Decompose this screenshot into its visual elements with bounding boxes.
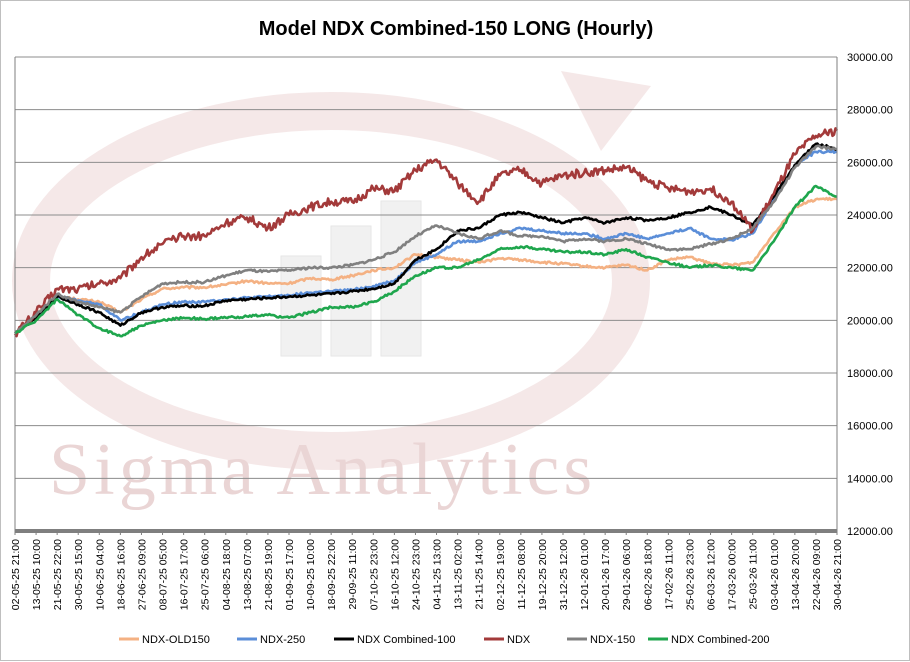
x-tick-label: 29-09-25 11:00 bbox=[347, 539, 359, 610]
x-tick-label: 21-08-25 19:00 bbox=[263, 539, 275, 610]
x-tick-label: 01-09-25 17:00 bbox=[284, 539, 296, 610]
legend-label: NDX-250 bbox=[260, 634, 305, 646]
grid bbox=[15, 56, 837, 532]
x-tick-label: 16-10-25 12:00 bbox=[389, 539, 401, 610]
x-tick-label: 13-04-26 20:00 bbox=[790, 539, 802, 610]
x-tick-label: 02-12-25 19:00 bbox=[495, 539, 507, 610]
x-tick-label: 04-08-25 18:00 bbox=[221, 539, 233, 610]
legend-label: NDX-OLD150 bbox=[142, 634, 210, 646]
series-line-ndx bbox=[13, 127, 839, 338]
axes: 12000.00 14000.00 16000.00 18000.00 20000.00… bbox=[10, 52, 893, 610]
x-tick-label: 16-07-25 17:00 bbox=[179, 539, 191, 610]
x-tick-label: 13-11-25 02:00 bbox=[453, 539, 465, 610]
x-tick-label: 11-12-25 08:00 bbox=[516, 539, 528, 610]
x-tick-label: 27-06-25 09:00 bbox=[136, 539, 148, 610]
x-tick-label: 19-12-25 20:00 bbox=[537, 539, 549, 610]
x-tick-label: 13-05-25 10:00 bbox=[31, 539, 43, 610]
x-tick-label: 24-10-25 23:00 bbox=[410, 539, 422, 610]
x-tick-label: 17-02-26 11:00 bbox=[663, 539, 675, 610]
y-tick-label: 26000.00 bbox=[847, 157, 893, 169]
y-tick-label: 28000.00 bbox=[847, 105, 893, 117]
watermark-swoosh bbox=[12, 92, 650, 470]
x-tick-label: 30-05-25 15:00 bbox=[73, 539, 85, 610]
x-tick-label: 04-11-25 13:00 bbox=[432, 539, 444, 610]
x-tick-label: 12-01-26 01:00 bbox=[579, 539, 591, 610]
watermark-text: Sigma Analytics bbox=[49, 429, 596, 511]
legend-label: NDX Combined-200 bbox=[671, 634, 769, 646]
x-tick-label: 20-01-26 17:00 bbox=[600, 539, 612, 610]
x-tick-label: 25-07-25 06:00 bbox=[200, 539, 212, 610]
legend-label: NDX bbox=[507, 634, 531, 646]
x-tick-label: 30-04-26 21:00 bbox=[832, 539, 844, 610]
x-tick-label: 08-07-25 05:00 bbox=[158, 539, 170, 610]
x-tick-label: 06-03-26 12:00 bbox=[706, 539, 718, 610]
x-tick-label: 02-05-25 21:00 bbox=[10, 539, 22, 610]
x-tick-label: 18-06-25 16:00 bbox=[115, 539, 127, 610]
y-tick-label: 24000.00 bbox=[847, 210, 893, 222]
y-tick-label: 12000.00 bbox=[847, 526, 893, 538]
x-tick-label: 25-03-26 11:00 bbox=[748, 539, 760, 610]
legend: NDX-OLD150 NDX-250 NDX Combined-100 NDX NDX-… bbox=[119, 634, 769, 646]
x-tick-label: 29-01-26 06:00 bbox=[621, 539, 633, 610]
x-tick-label: 18-09-25 22:00 bbox=[326, 539, 338, 610]
watermark-arrow-icon bbox=[561, 71, 651, 151]
y-tick-label: 20000.00 bbox=[847, 315, 893, 327]
y-tick-label: 16000.00 bbox=[847, 421, 893, 433]
x-tick-label: 03-04-26 01:00 bbox=[769, 539, 781, 610]
legend-label: NDX Combined-100 bbox=[357, 634, 455, 646]
x-tick-label: 13-08-25 07:00 bbox=[242, 539, 254, 610]
x-tick-label: 10-09-25 10:00 bbox=[305, 539, 317, 610]
watermark-bar-icon bbox=[280, 255, 322, 357]
y-tick-label: 30000.00 bbox=[847, 52, 893, 64]
x-tick-label: 25-02-26 23:00 bbox=[684, 539, 696, 610]
y-tick-label: 14000.00 bbox=[847, 473, 893, 485]
y-tick-label: 18000.00 bbox=[847, 368, 893, 380]
x-tick-label: 21-11-25 14:00 bbox=[474, 539, 486, 610]
series-line-ndx-combined-100 bbox=[14, 142, 838, 335]
series-line-ndx-150 bbox=[13, 144, 838, 335]
x-tick-label: 31-12-25 12:00 bbox=[558, 539, 570, 610]
y-tick-label: 22000.00 bbox=[847, 263, 893, 275]
x-tick-label: 22-04-26 09:00 bbox=[811, 539, 823, 610]
series-line-ndx-combined-200 bbox=[14, 184, 838, 338]
x-tick-label: 06-02-26 18:00 bbox=[642, 539, 654, 610]
x-tick-label: 21-05-25 22:00 bbox=[52, 539, 64, 610]
x-tick-label: 17-03-26 00:00 bbox=[727, 539, 739, 610]
chart-title: Model NDX Combined-150 LONG (Hourly) bbox=[259, 18, 653, 40]
legend-label: NDX-150 bbox=[590, 634, 635, 646]
series-group bbox=[13, 127, 839, 338]
x-tick-label: 07-10-25 23:00 bbox=[368, 539, 380, 610]
x-tick-label: 10-06-25 04:00 bbox=[94, 539, 106, 610]
